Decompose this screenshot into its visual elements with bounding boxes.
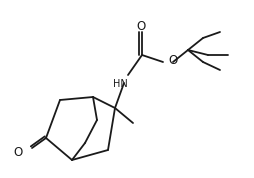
Text: O: O <box>136 20 146 33</box>
Text: O: O <box>13 146 23 159</box>
Text: O: O <box>168 54 177 67</box>
Text: HN: HN <box>113 79 127 89</box>
